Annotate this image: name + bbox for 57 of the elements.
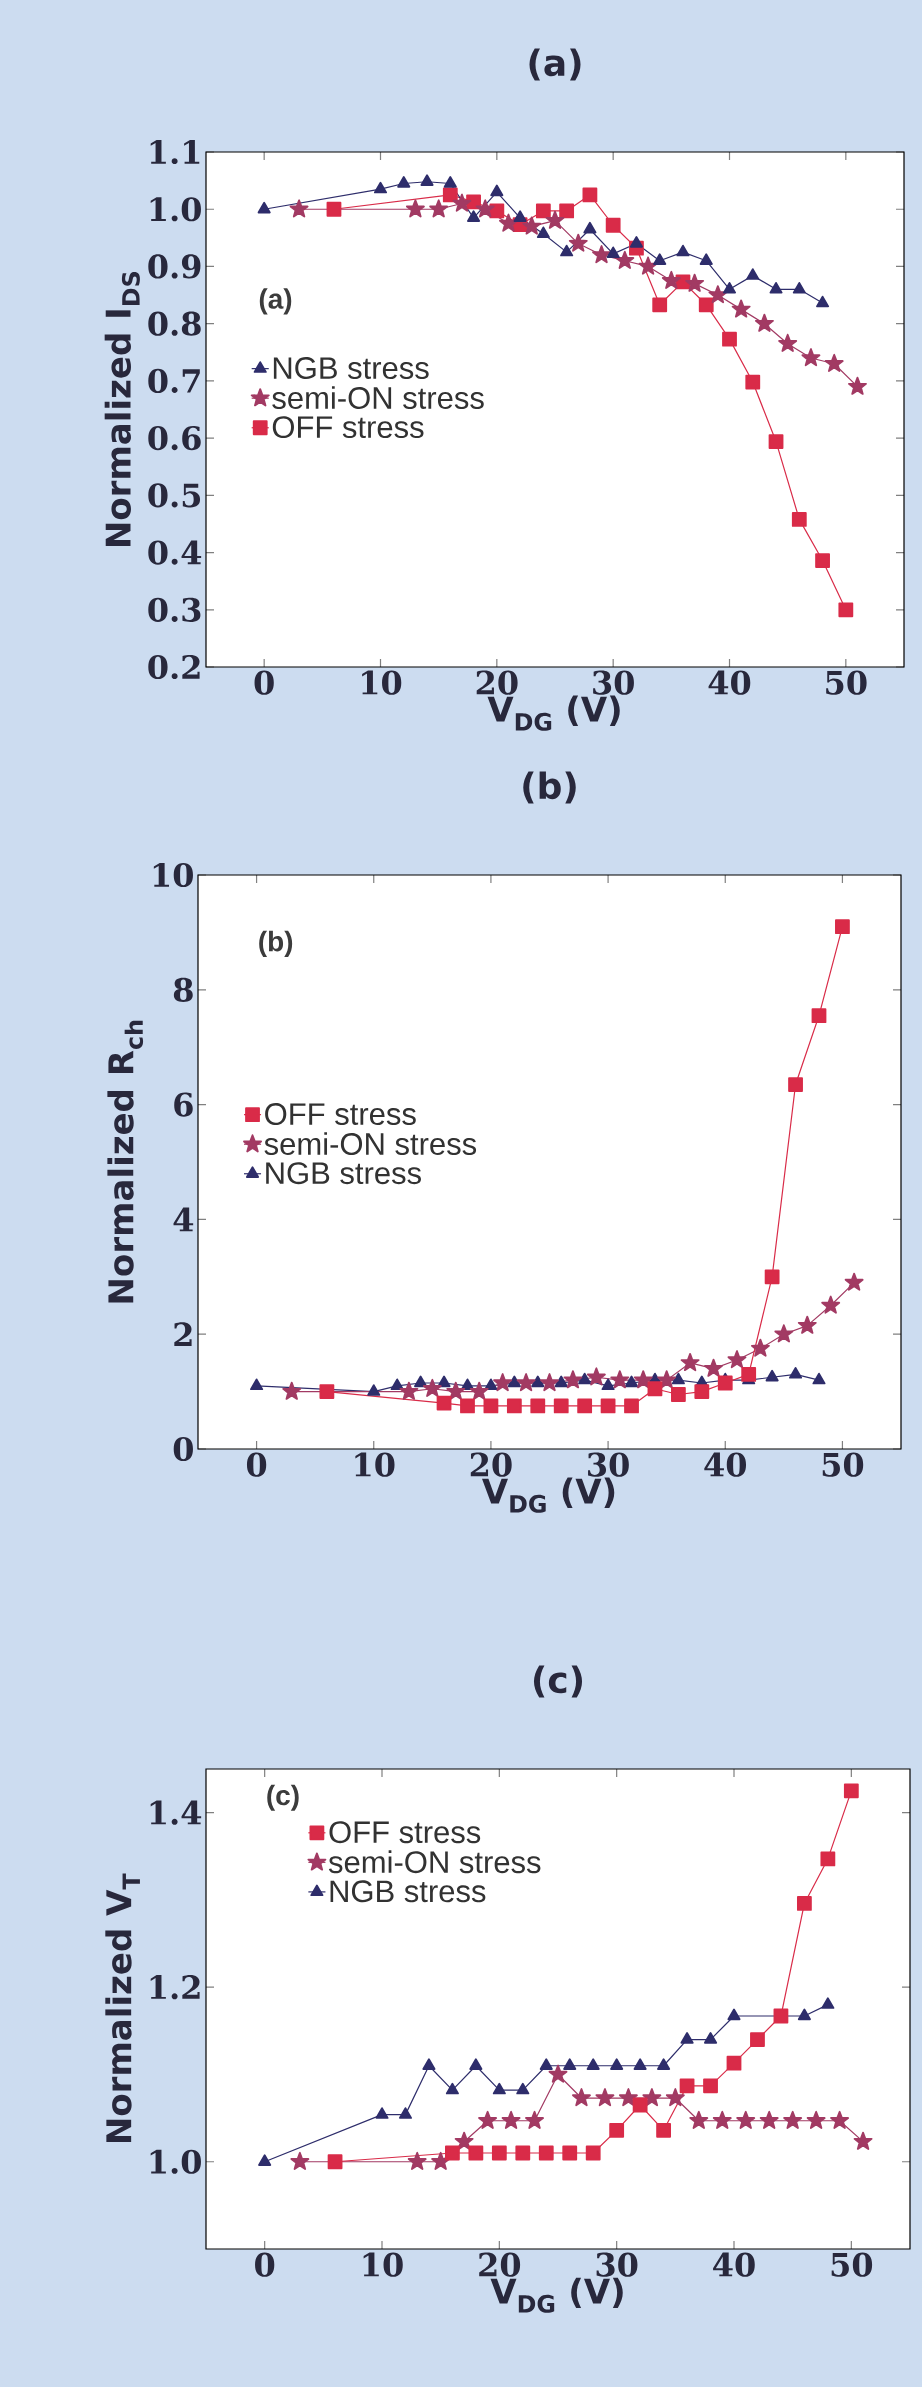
- x-tick-label: 0: [254, 670, 274, 695]
- y-tick-label: 0.5: [148, 483, 201, 508]
- y-tick-label: 1.2: [150, 1975, 200, 2000]
- y-tick-label: 0.7: [148, 368, 200, 393]
- x-tick-label: 10: [363, 2252, 403, 2277]
- y-tick-label: 1.0: [150, 197, 201, 222]
- x-tick-label: 50: [826, 670, 867, 695]
- y-tick-label: 4: [173, 1207, 194, 1232]
- x-tick-label: 40: [708, 670, 751, 695]
- chart-title: (b): [523, 771, 576, 804]
- x-tick-label: 30: [593, 670, 634, 695]
- y-tick-label: 0.4: [148, 540, 202, 565]
- x-tick-label: 50: [831, 2252, 873, 2277]
- x-tick-label: 50: [822, 1452, 864, 1477]
- x-tick-label: 10: [362, 670, 402, 695]
- legend-label: NGB stress: [266, 1162, 421, 1185]
- x-tick-label: 30: [596, 2252, 638, 2277]
- annotation: (b): [259, 930, 293, 957]
- y-tick-label: 1.0: [150, 2149, 201, 2174]
- x-axis-title: V$_{DG}$ (V): [487, 695, 620, 731]
- y-tick-label: 2: [174, 1322, 192, 1347]
- x-axis-title: V$_{DG}$ (V): [482, 1477, 615, 1513]
- x-tick-label: 10: [355, 1452, 395, 1477]
- x-tick-label: 0: [255, 2252, 275, 2277]
- x-tick-label: 40: [713, 2252, 755, 2277]
- legend-label: OFF stress: [329, 1821, 481, 1844]
- y-axis-title: Normalized I$_{DS}$: [104, 272, 140, 547]
- x-tick-label: 20: [476, 670, 518, 695]
- x-tick-label: 20: [470, 1452, 512, 1477]
- annotation: (c): [267, 1784, 299, 1811]
- legend-label: NGB stress: [273, 357, 429, 379]
- legend-label: OFF stress: [272, 416, 424, 439]
- chart-title: (c): [533, 1665, 583, 1698]
- x-axis-title: V$_{DG}$ (V): [490, 2277, 623, 2313]
- y-tick-label: 0.3: [148, 597, 201, 622]
- legend-label: semi-ON stress: [272, 386, 484, 409]
- legend-label: semi-ON stress: [328, 1850, 541, 1874]
- legend-label: NGB stress: [330, 1880, 486, 1903]
- y-tick-label: 0.2: [148, 654, 200, 680]
- y-tick-label: 6: [174, 1092, 193, 1117]
- y-axis-title: Normalized V$_{T}$: [105, 1873, 140, 2143]
- annotation: (a): [259, 288, 292, 315]
- y-tick-label: 8: [173, 977, 193, 1002]
- x-tick-label: 0: [246, 1452, 267, 1477]
- y-tick-label: 1.1: [150, 139, 200, 165]
- y-tick-label: 0.8: [148, 311, 201, 336]
- x-tick-label: 30: [588, 1452, 629, 1477]
- legend-label: semi-ON stress: [264, 1132, 477, 1155]
- y-tick-label: 0.6: [148, 426, 201, 451]
- chart-title: (a): [529, 48, 581, 81]
- legend-label: OFF stress: [265, 1103, 416, 1126]
- y-tick-label: 10: [153, 862, 193, 888]
- x-tick-label: 40: [704, 1452, 747, 1477]
- x-tick-label: 20: [479, 2252, 521, 2277]
- y-axis-title: Normalized R$_{ch}$: [107, 1020, 144, 1303]
- y-tick-label: 0.9: [148, 254, 201, 279]
- y-tick-label: 1.4: [150, 1800, 202, 1825]
